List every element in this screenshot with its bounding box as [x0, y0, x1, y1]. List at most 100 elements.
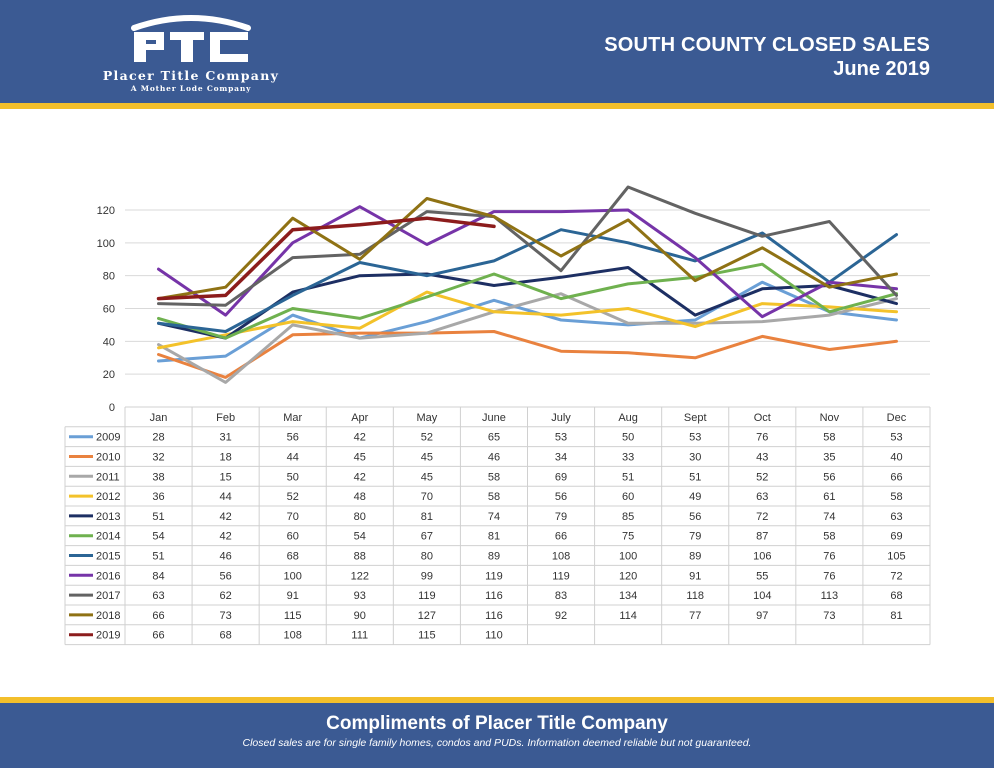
table-value: 93	[354, 590, 366, 602]
company-tagline: A Mother Lode Company	[130, 84, 252, 93]
report-date: June 2019	[833, 58, 930, 80]
x-tick-label: Oct	[754, 412, 771, 424]
table-value: 28	[152, 432, 164, 444]
table-value: 91	[287, 590, 299, 602]
table-value: 45	[421, 471, 433, 483]
table-value: 120	[619, 570, 637, 582]
table-value: 46	[488, 452, 500, 464]
table-value: 44	[220, 491, 232, 503]
table-value: 46	[220, 551, 232, 563]
table-value: 116	[485, 610, 503, 622]
legend-label: 2014	[96, 531, 120, 543]
x-tick-label: Aug	[618, 412, 638, 424]
table-value: 127	[418, 610, 436, 622]
series-line	[157, 205, 898, 319]
table-value: 40	[890, 452, 902, 464]
table-value: 66	[152, 630, 164, 642]
table-value: 50	[287, 471, 299, 483]
table-value: 31	[220, 432, 232, 444]
table-value: 18	[220, 452, 232, 464]
legend-label: 2011	[96, 471, 120, 483]
table-value: 76	[823, 551, 835, 563]
table-value: 58	[488, 471, 500, 483]
table-value: 88	[354, 551, 366, 563]
table-value: 70	[421, 491, 433, 503]
table-value: 76	[823, 570, 835, 582]
table-value: 66	[152, 610, 164, 622]
y-tick-label: 120	[97, 205, 115, 217]
table-value: 55	[756, 570, 768, 582]
x-tick-label: Jan	[150, 412, 168, 424]
series-line	[157, 292, 898, 384]
table-value: 105	[887, 551, 905, 563]
table-value: 73	[823, 610, 835, 622]
y-tick-label: 0	[109, 402, 115, 414]
table-value: 48	[354, 491, 366, 503]
table-value: 91	[689, 570, 701, 582]
table-value: 122	[351, 570, 369, 582]
table-value: 52	[287, 491, 299, 503]
table-value: 53	[555, 432, 567, 444]
y-tick-label: 100	[97, 238, 115, 250]
table-value: 56	[555, 491, 567, 503]
series-line	[157, 262, 898, 340]
table-value: 56	[220, 570, 232, 582]
table-value: 108	[284, 630, 302, 642]
table-value: 119	[552, 570, 570, 582]
table-value: 49	[689, 491, 701, 503]
table-value: 56	[823, 471, 835, 483]
table-value: 51	[152, 511, 164, 523]
series-line	[157, 330, 898, 379]
table-value: 81	[421, 511, 433, 523]
x-tick-label: Mar	[283, 412, 302, 424]
table-value: 61	[823, 491, 835, 503]
table-value: 54	[354, 531, 366, 543]
x-tick-label: Nov	[820, 412, 840, 424]
table-value: 43	[756, 452, 768, 464]
table-value: 75	[622, 531, 634, 543]
table-value: 50	[622, 432, 634, 444]
table-value: 66	[555, 531, 567, 543]
table-value: 51	[622, 471, 634, 483]
table-value: 119	[418, 590, 436, 602]
table-value: 97	[756, 610, 768, 622]
legend-label: 2019	[96, 630, 120, 642]
table-value: 30	[689, 452, 701, 464]
table-value: 44	[287, 452, 299, 464]
ptc-logo-icon	[131, 15, 251, 62]
table-value: 81	[890, 610, 902, 622]
table-value: 53	[890, 432, 902, 444]
company-name: Placer Title Company	[102, 68, 280, 83]
legend-label: 2018	[96, 610, 120, 622]
footer-stripe	[0, 697, 994, 703]
table-value: 79	[689, 531, 701, 543]
table-value: 73	[220, 610, 232, 622]
x-tick-label: May	[416, 412, 437, 424]
table-value: 69	[555, 471, 567, 483]
table-value: 42	[220, 511, 232, 523]
table-value: 68	[890, 590, 902, 602]
legend-label: 2010	[96, 452, 120, 464]
legend-label: 2012	[96, 491, 120, 503]
table-value: 116	[485, 590, 503, 602]
table-value: 84	[152, 570, 164, 582]
table-value: 80	[354, 511, 366, 523]
table-value: 62	[220, 590, 232, 602]
table-value: 67	[421, 531, 433, 543]
table-value: 89	[689, 551, 701, 563]
report-title: SOUTH COUNTY CLOSED SALES	[604, 34, 930, 56]
x-tick-label: Feb	[216, 412, 235, 424]
table-value: 111	[351, 630, 368, 642]
legend-label: 2017	[96, 590, 120, 602]
table-value: 74	[488, 511, 500, 523]
table-value: 42	[354, 471, 366, 483]
table-value: 65	[488, 432, 500, 444]
x-tick-label: July	[551, 412, 571, 424]
legend-label: 2015	[96, 551, 120, 563]
table-value: 42	[354, 432, 366, 444]
table-value: 106	[753, 551, 771, 563]
table-value: 58	[488, 491, 500, 503]
legend-label: 2013	[96, 511, 120, 523]
table-value: 58	[890, 491, 902, 503]
